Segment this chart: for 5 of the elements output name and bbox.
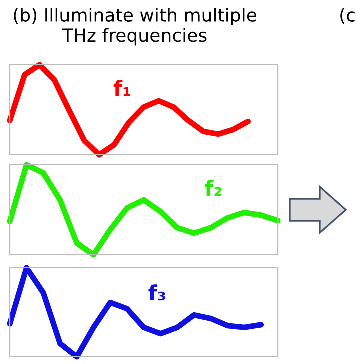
series-label: f₃ xyxy=(148,284,166,301)
series-label: f₁ xyxy=(114,80,130,96)
chart-title: (b) Illuminate with multiple THz frequencies xyxy=(14,8,256,46)
text: (c xyxy=(340,8,355,24)
series-label: f₂ xyxy=(204,180,222,196)
